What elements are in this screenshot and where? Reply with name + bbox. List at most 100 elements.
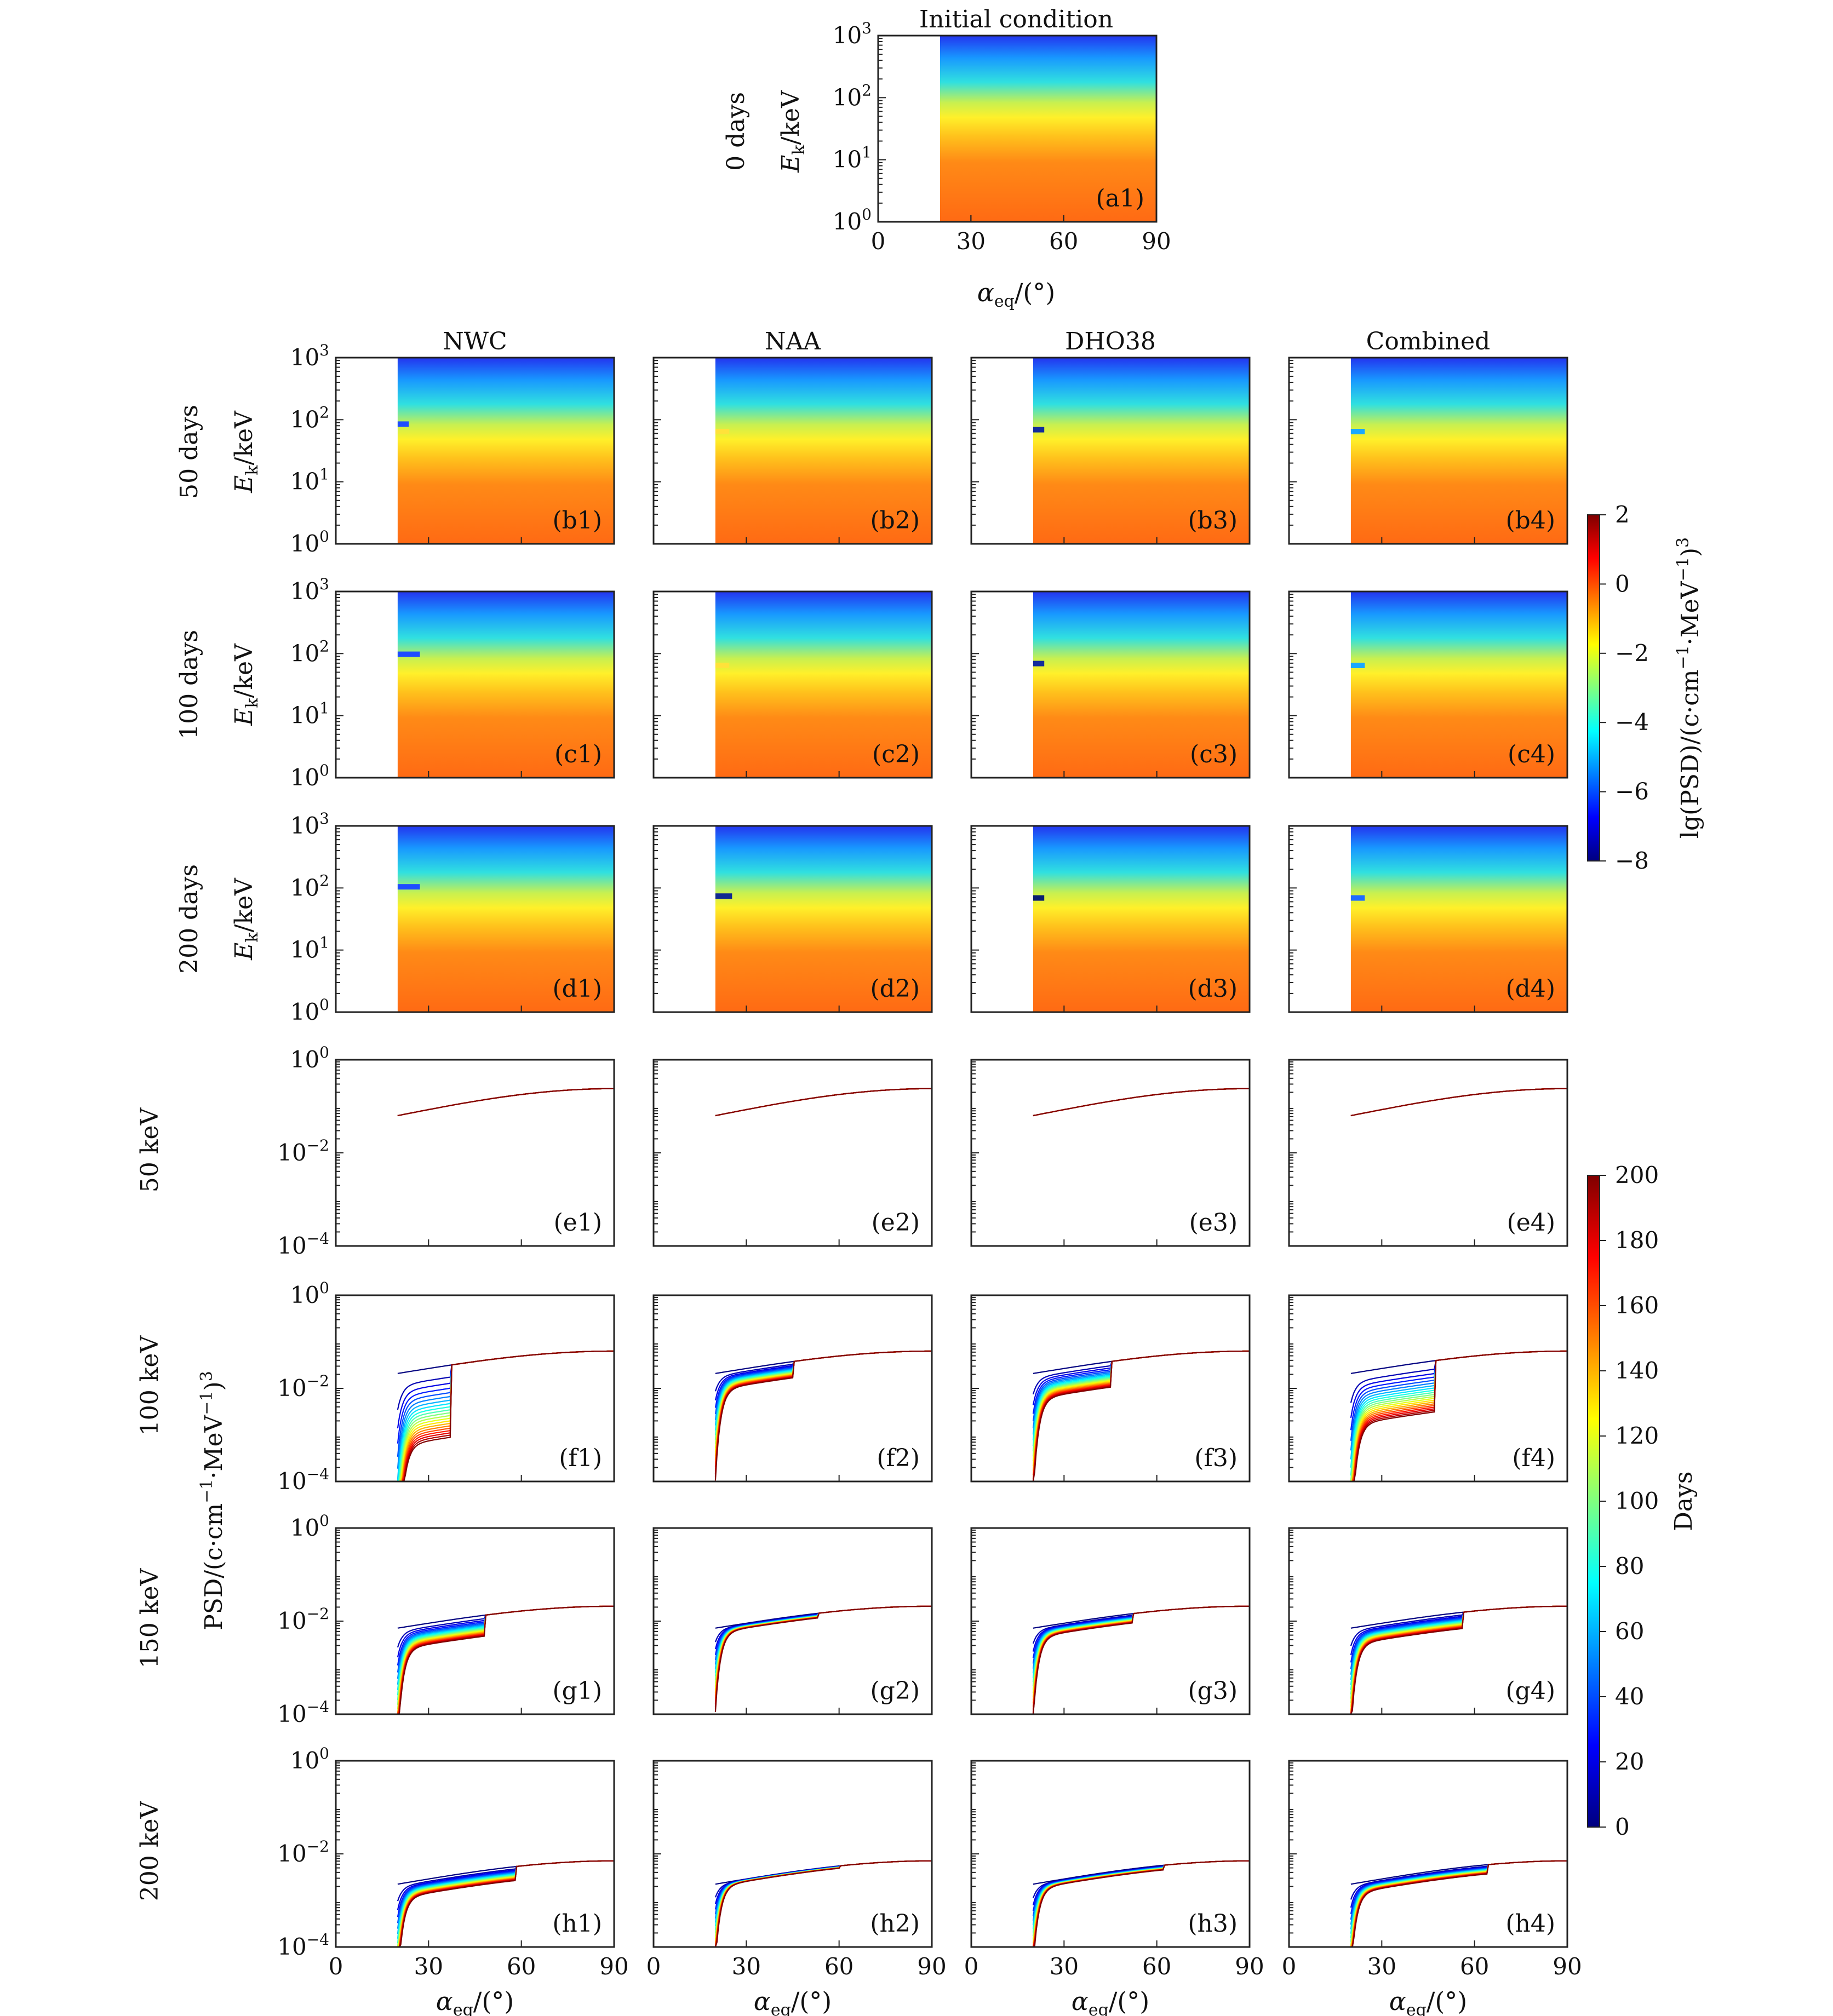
- y-tick-label: 10−4: [277, 1698, 329, 1727]
- psd-curve: [1033, 1088, 1250, 1117]
- panel-label: (g4): [1506, 1677, 1556, 1705]
- panel-label: (e2): [872, 1209, 920, 1237]
- depletion-band: [1033, 895, 1045, 901]
- psd-curve: [1032, 1605, 1250, 1678]
- y-tick-label: 103: [290, 341, 329, 371]
- depletion-band: [1350, 895, 1365, 901]
- panel-label: (h1): [552, 1910, 602, 1938]
- panel-label: (h4): [1505, 1910, 1555, 1938]
- psd-curve: [1350, 1350, 1567, 1460]
- psd-curve: [1033, 1088, 1250, 1117]
- row-label-200-days: 200 days: [175, 864, 203, 974]
- heatmap-panel: (d4): [1288, 825, 1568, 1013]
- heatmap-panel: (c2): [652, 590, 933, 779]
- colorbar-tick-label: 120: [1615, 1422, 1659, 1449]
- x-tick-label: 0: [964, 1953, 979, 1980]
- psd-heatmap-field: [1033, 591, 1250, 778]
- psd-heatmap-field: [715, 358, 932, 544]
- y-tick-label: 100: [290, 1043, 329, 1073]
- colorbar-tick-label: 40: [1615, 1683, 1644, 1710]
- colorbar-tick-label: 20: [1615, 1748, 1644, 1775]
- y-tick-label: 100: [290, 996, 329, 1025]
- x-tick-label: 60: [1049, 228, 1078, 255]
- axes-frame: [877, 35, 1158, 223]
- x-axis-label-col-1: αeq/(°): [436, 1986, 514, 2016]
- y-tick-label: 100: [290, 1512, 329, 1541]
- psd-curve: [1032, 1350, 1250, 1441]
- y-tick-label: 102: [290, 871, 329, 901]
- heatmap-panel: 100 101 102 103 (a1) 0 30 60 90: [833, 19, 1171, 255]
- y-tick-label: 10−2: [277, 1136, 329, 1166]
- panel-label: (c3): [1190, 740, 1238, 768]
- colorbar-tick-label: 180: [1615, 1227, 1659, 1254]
- psd-curve: [1032, 1605, 1250, 1674]
- psd-curve: [715, 1088, 932, 1117]
- colorbar-tick-label: −8: [1615, 847, 1649, 874]
- panel-label: (g1): [553, 1677, 603, 1705]
- axes-frame: [335, 357, 615, 545]
- axes-frame: [970, 590, 1251, 779]
- psd-heatmap-field: [1350, 358, 1567, 544]
- panel-label: (h3): [1188, 1910, 1238, 1938]
- heatmap-y-label-initial: Ek/keV: [777, 90, 809, 173]
- axes-frame: [970, 825, 1251, 1013]
- row-label-50-kev: 50 keV: [136, 1107, 164, 1193]
- psd-curve: [397, 1088, 614, 1117]
- psd-curve: [714, 1350, 932, 1460]
- psd-curve: [397, 1088, 614, 1117]
- x-axis-labels: αeq/(°) αeq/(°) αeq/(°) αeq/(°) αeq/(°): [436, 278, 1467, 2016]
- psd-curve: [1350, 1350, 1567, 1451]
- panel-label: (e4): [1507, 1209, 1555, 1237]
- depletion-band: [715, 893, 732, 899]
- panel-label: (c1): [554, 740, 602, 768]
- heatmap-panel: (c3): [970, 590, 1251, 779]
- psd-curve: [715, 1088, 932, 1117]
- psd-curve: [715, 1088, 932, 1117]
- psd-curve: [1032, 1605, 1250, 1682]
- psd-curve: [1350, 1088, 1567, 1117]
- axes-frame: [335, 590, 615, 779]
- y-tick-label: 101: [290, 466, 329, 495]
- psd-curve: [1033, 1088, 1250, 1117]
- psd-curve: [714, 1350, 932, 1440]
- psd-heatmap-field: [715, 826, 932, 1012]
- psd-curve: [397, 1088, 614, 1117]
- psd-curve: [715, 1088, 932, 1117]
- colorbar-tick-label: 100: [1615, 1487, 1659, 1514]
- depletion-band: [715, 429, 730, 434]
- psd-curve: [397, 1088, 614, 1117]
- initial-condition-title: Initial condition: [919, 5, 1113, 33]
- panel-label: (a1): [1096, 185, 1144, 212]
- heatmap-y-label-50-days: Ek/keV: [230, 410, 262, 493]
- psd-curve: [1350, 1860, 1567, 1900]
- psd-curve: [715, 1088, 932, 1117]
- colorbar-psd: 2 0 −2 −4 −6 −8 lg(PSD)/(c·cm−1·MeV−1)3: [1587, 501, 1704, 874]
- psd-curve: [397, 1860, 614, 1948]
- x-axis-label-col-3: αeq/(°): [1072, 1986, 1149, 2016]
- panel-label: (e1): [554, 1209, 602, 1237]
- psd-line-panel: 0 30 60 90 (h3): [964, 1760, 1264, 1980]
- psd-curve: [1350, 1088, 1567, 1117]
- psd-curve: [715, 1088, 932, 1117]
- x-axis-label-col-2: αeq/(°): [754, 1986, 832, 2016]
- psd-curve: [1350, 1088, 1567, 1117]
- heatmap-panel: 100 101 102 103 (b1): [290, 341, 615, 557]
- psd-curve: [1033, 1088, 1250, 1117]
- depletion-band: [397, 421, 409, 427]
- psd-curve: [714, 1605, 932, 1673]
- colorbar-tick-label: −4: [1615, 709, 1649, 736]
- psd-curve: [1033, 1860, 1250, 1948]
- psd-curve: [1033, 1088, 1250, 1117]
- heatmap-panel: (b4): [1288, 357, 1568, 545]
- psd-curve: [1350, 1088, 1567, 1117]
- psd-curve: [1033, 1088, 1250, 1117]
- y-tick-label: 10−4: [277, 1230, 329, 1259]
- heatmap-panel: 100 101 102 103 (d1): [290, 809, 615, 1025]
- colorbar-days-gradient: [1587, 1175, 1600, 1828]
- row-label-0-days: 0 days: [722, 92, 750, 171]
- x-axis-label-col-4: αeq/(°): [1389, 1986, 1467, 2016]
- x-tick-label: 90: [1235, 1953, 1264, 1980]
- colorbar-tick-label: 200: [1615, 1162, 1659, 1188]
- psd-curve: [1033, 1088, 1250, 1117]
- psd-curve: [397, 1088, 614, 1117]
